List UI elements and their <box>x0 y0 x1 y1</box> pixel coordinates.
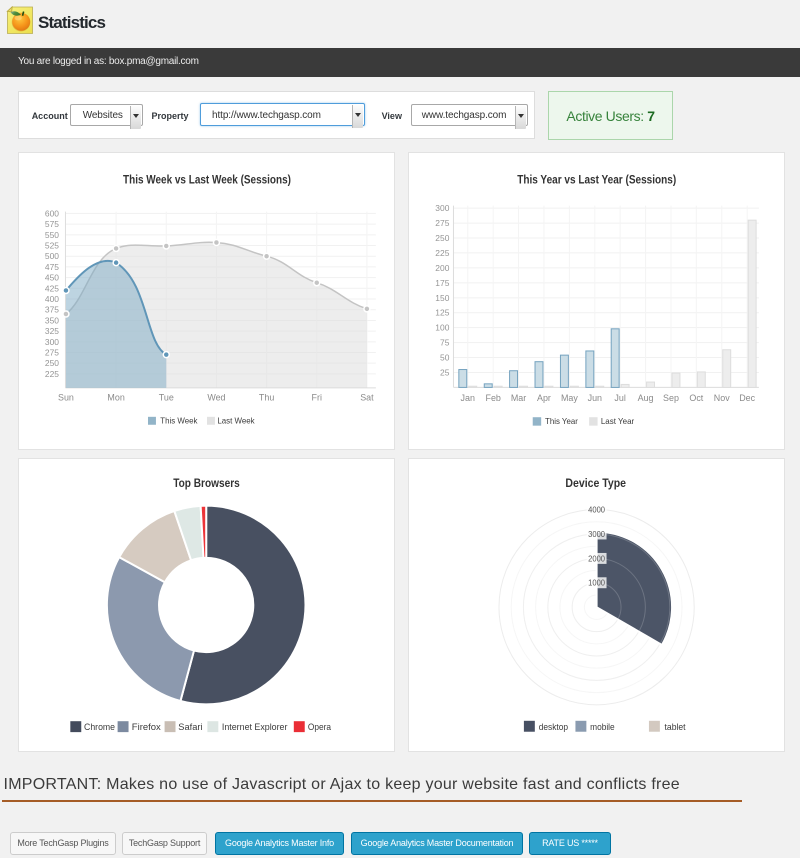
svg-text:475: 475 <box>45 262 59 272</box>
svg-text:Dec: Dec <box>739 393 755 403</box>
svg-text:Sat: Sat <box>360 392 374 402</box>
svg-text:Opera: Opera <box>308 721 332 732</box>
svg-text:575: 575 <box>45 219 59 229</box>
svg-text:Jul: Jul <box>614 393 625 403</box>
svg-text:Device Type: Device Type <box>565 476 626 490</box>
svg-text:Thu: Thu <box>259 392 274 402</box>
svg-text:550: 550 <box>45 230 59 240</box>
svg-text:Jan: Jan <box>461 393 475 403</box>
svg-text:Last Week: Last Week <box>217 416 255 426</box>
svg-text:Fri: Fri <box>312 392 322 402</box>
svg-text:This Week vs Last Week (Sessio: This Week vs Last Week (Sessions) <box>123 172 291 186</box>
svg-text:Apr: Apr <box>537 393 551 403</box>
svg-text:250: 250 <box>435 233 449 243</box>
svg-text:2000: 2000 <box>588 553 605 563</box>
svg-text:225: 225 <box>435 248 449 258</box>
svg-text:Last Year: Last Year <box>601 416 635 426</box>
svg-text:Aug: Aug <box>638 393 654 403</box>
svg-text:250: 250 <box>45 358 59 368</box>
svg-text:600: 600 <box>45 208 59 218</box>
svg-text:125: 125 <box>435 308 449 318</box>
svg-text:This Year: This Year <box>545 416 578 426</box>
svg-text:400: 400 <box>45 294 59 304</box>
svg-text:275: 275 <box>45 348 59 358</box>
svg-text:100: 100 <box>435 323 449 333</box>
svg-text:325: 325 <box>45 326 59 336</box>
svg-text:This Year vs Last Year (Sessio: This Year vs Last Year (Sessions) <box>517 172 676 186</box>
svg-text:350: 350 <box>45 315 59 325</box>
svg-text:3000: 3000 <box>588 529 605 539</box>
svg-text:This Week: This Week <box>160 416 198 426</box>
svg-text:Sep: Sep <box>663 393 679 403</box>
svg-text:Internet Explorer: Internet Explorer <box>222 721 288 732</box>
svg-text:Wed: Wed <box>207 392 225 402</box>
svg-text:Nov: Nov <box>714 393 730 403</box>
svg-text:75: 75 <box>440 338 450 348</box>
svg-text:Jun: Jun <box>588 393 602 403</box>
svg-text:300: 300 <box>45 337 59 347</box>
svg-text:Tue: Tue <box>159 392 174 402</box>
svg-text:225: 225 <box>45 369 59 379</box>
svg-text:275: 275 <box>435 218 449 228</box>
svg-text:200: 200 <box>435 263 449 273</box>
svg-text:4000: 4000 <box>588 505 605 515</box>
svg-text:tablet: tablet <box>665 721 686 732</box>
svg-text:500: 500 <box>45 251 59 261</box>
svg-text:25: 25 <box>440 367 450 377</box>
svg-text:300: 300 <box>435 203 449 213</box>
svg-text:1000: 1000 <box>588 578 605 588</box>
svg-text:150: 150 <box>435 293 449 303</box>
svg-text:Sun: Sun <box>58 392 74 402</box>
svg-text:Mar: Mar <box>511 393 526 403</box>
svg-text:50: 50 <box>440 352 450 362</box>
svg-text:desktop: desktop <box>539 721 568 732</box>
svg-text:Chrome: Chrome <box>84 721 115 732</box>
svg-text:Feb: Feb <box>486 393 501 403</box>
svg-text:Firefox: Firefox <box>132 721 161 732</box>
svg-text:175: 175 <box>435 278 449 288</box>
svg-text:525: 525 <box>45 240 59 250</box>
svg-text:mobile: mobile <box>590 721 615 732</box>
svg-text:May: May <box>561 393 578 403</box>
svg-text:Safari: Safari <box>178 721 202 732</box>
svg-text:375: 375 <box>45 305 59 315</box>
svg-text:450: 450 <box>45 273 59 283</box>
svg-text:Top Browsers: Top Browsers <box>173 476 240 490</box>
svg-text:Mon: Mon <box>107 392 124 402</box>
svg-text:Oct: Oct <box>689 393 703 403</box>
svg-text:425: 425 <box>45 283 59 293</box>
